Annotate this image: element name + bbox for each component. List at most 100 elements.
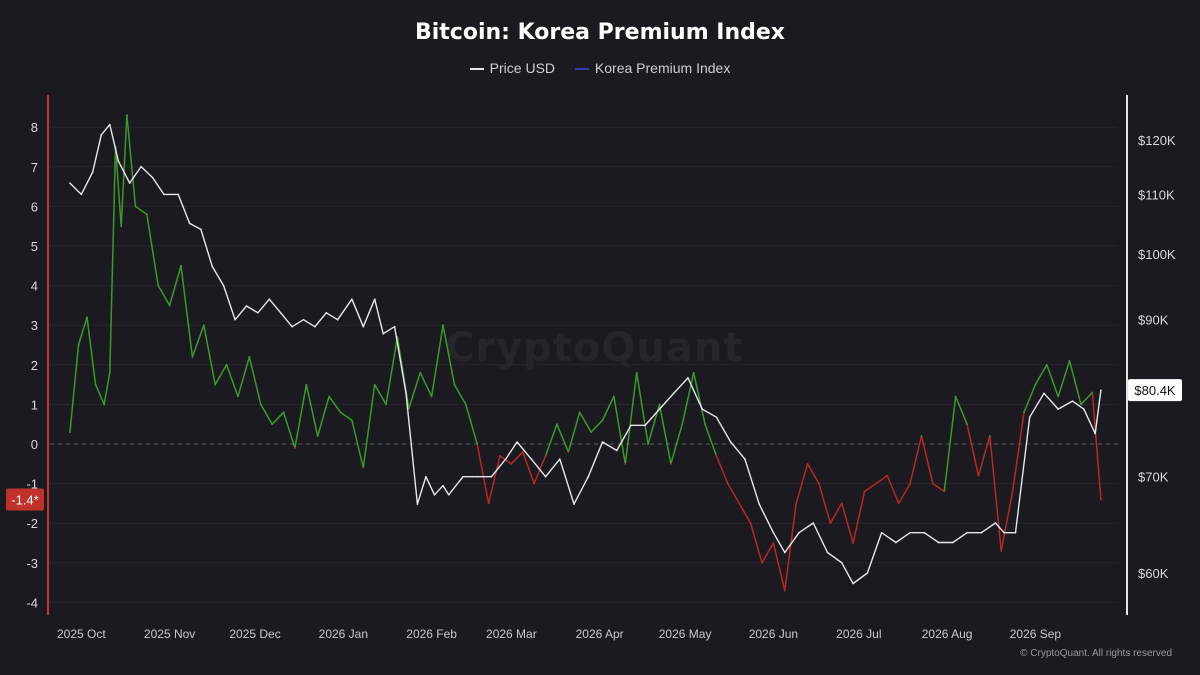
premium-point — [772, 542, 775, 544]
premium-point — [966, 423, 968, 426]
price-point — [1003, 531, 1005, 534]
premium-line-segment — [271, 411, 285, 425]
price-point — [362, 325, 365, 328]
x-tick-label: 2025 Oct — [57, 627, 106, 641]
premium-point — [556, 423, 558, 426]
y-left-tick-label: 4 — [31, 279, 38, 294]
price-point — [245, 305, 248, 307]
y-left-tick-label: 8 — [31, 120, 38, 135]
x-tick-label: 2026 Mar — [486, 627, 537, 641]
price-point — [109, 123, 111, 126]
premium-line-segment — [126, 114, 137, 208]
price-point — [425, 475, 427, 478]
premium-line-segment — [863, 482, 877, 493]
price-point — [447, 494, 450, 496]
premium-line-segment — [487, 455, 501, 505]
premium-line-segment — [784, 502, 797, 592]
price-point — [672, 392, 675, 395]
y-right-tick-label: $70K — [1138, 470, 1169, 485]
chart-legend: Price USD Korea Premium Index — [0, 60, 1200, 76]
premium-point — [419, 371, 422, 374]
x-tick-label: 2026 May — [659, 627, 712, 641]
price-point — [279, 312, 282, 314]
premium-point — [339, 411, 342, 414]
premium-point — [69, 431, 71, 434]
premium-line-segment — [829, 502, 843, 524]
price-point — [257, 312, 259, 314]
price-point — [504, 458, 507, 460]
premium-line-segment — [1091, 391, 1102, 501]
y-right-tick-label: $110K — [1138, 187, 1175, 202]
premium-line-segment — [1000, 490, 1014, 552]
premium-point — [943, 490, 946, 493]
premium-line-segment — [601, 395, 615, 421]
y-right-tick-label: $60K — [1138, 566, 1169, 581]
premium-point — [613, 395, 615, 398]
legend-item-premium[interactable]: Korea Premium Index — [574, 60, 730, 76]
premium-last-value-label: -1.4* — [11, 492, 38, 507]
legend-item-price[interactable]: Price USD — [469, 60, 555, 76]
premium-line-segment — [442, 324, 456, 386]
price-point — [852, 582, 854, 585]
premium-point — [988, 435, 991, 437]
price-point — [336, 318, 339, 321]
premium-line-segment — [69, 344, 80, 433]
premium-line-segment — [522, 451, 535, 485]
premium-point — [761, 561, 763, 564]
premium-point — [271, 423, 274, 426]
premium-point — [658, 403, 661, 406]
x-tick-label: 2025 Dec — [229, 627, 280, 641]
price-point — [558, 458, 561, 460]
premium-line-segment — [180, 265, 194, 358]
premium-line-segment — [168, 265, 182, 307]
premium-point — [407, 407, 410, 410]
premium-point — [1045, 363, 1048, 366]
y-left-tick-label: -3 — [26, 556, 38, 571]
x-tick-label: 2026 Feb — [406, 627, 457, 641]
premium-line-segment — [373, 383, 387, 406]
x-tick-label: 2026 Aug — [922, 627, 973, 641]
premium-line-segment — [191, 324, 205, 358]
premium-line-segment — [94, 383, 105, 406]
price-point — [687, 377, 689, 379]
premium-line-segment — [567, 411, 581, 453]
premium-line-segment — [954, 395, 968, 425]
premium-point — [1034, 383, 1037, 386]
price-point — [117, 160, 120, 162]
premium-point — [120, 225, 123, 228]
premium-point — [191, 355, 194, 358]
premium-line-segment — [408, 371, 421, 410]
premium-line-segment — [692, 371, 706, 425]
price-point — [952, 541, 954, 544]
premium-point — [248, 355, 251, 358]
premium-point — [487, 502, 490, 505]
premium-point — [578, 411, 581, 414]
premium-line-segment — [453, 383, 467, 406]
premium-line-segment — [1046, 364, 1059, 398]
price-point — [798, 531, 800, 534]
premium-point — [145, 213, 148, 216]
premium-point — [715, 454, 718, 457]
premium-line-segment — [1011, 411, 1025, 493]
premium-line-segment — [897, 482, 911, 505]
price-point — [291, 325, 293, 328]
y-left-tick-label: 5 — [31, 239, 38, 254]
premium-line-segment — [103, 371, 111, 406]
price-point — [211, 265, 214, 268]
premium-line-segment — [351, 419, 365, 469]
premium-point — [738, 502, 741, 505]
premium-point — [510, 462, 513, 465]
premium-point — [125, 114, 128, 117]
x-tick-label: 2026 Jul — [836, 627, 881, 641]
premium-line-segment — [77, 316, 88, 346]
premium-line-segment — [510, 451, 524, 465]
premium-line-segment — [1068, 360, 1082, 406]
price-point — [100, 134, 103, 136]
premium-line-segment — [544, 423, 558, 457]
price-point — [909, 531, 911, 534]
price-point — [91, 171, 94, 173]
premium-line-segment — [134, 205, 148, 216]
price-point — [744, 458, 746, 460]
premium-line-segment — [339, 411, 353, 421]
premium-line-segment — [590, 419, 604, 433]
